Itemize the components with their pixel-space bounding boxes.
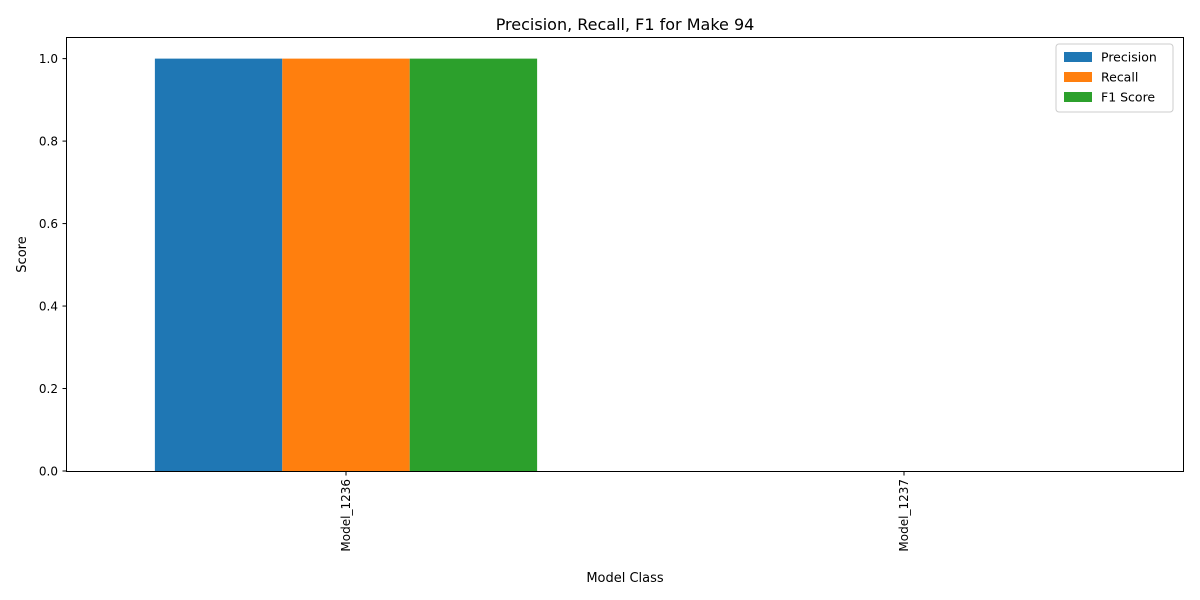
bar-recall-model_1236 [282,58,410,472]
legend-label: F1 Score [1101,90,1155,105]
bars-layer [154,58,538,472]
x-axis-label: Model Class [586,571,664,586]
legend: Precision Recall F1 Score [1055,43,1174,113]
y-axis-label: Score [15,236,30,272]
y-tick-label: 0.8 [39,135,58,149]
legend-label: Precision [1101,50,1157,65]
plot-frame [66,37,1184,472]
y-tick-label: 0.6 [39,217,58,231]
legend-swatch [1064,92,1092,102]
y-axis: 0.0 0.2 0.4 0.6 0.8 1.0 [39,52,67,479]
y-tick-label: 1.0 [39,52,58,66]
legend-swatch [1064,72,1092,82]
x-axis: Model_1236 Model_1237 [339,471,911,552]
x-tick-label: Model_1237 [897,479,911,552]
x-tick-label: Model_1236 [339,479,353,552]
y-tick-label: 0.2 [39,382,58,396]
bar-precision-model_1236 [154,58,283,472]
y-tick-label: 0.4 [39,300,58,314]
bar-f1-score-model_1236 [409,58,538,472]
chart-title: Precision, Recall, F1 for Make 94 [496,15,755,34]
legend-swatch [1064,52,1092,62]
legend-label: Recall [1101,70,1138,85]
y-tick-label: 0.0 [39,465,58,479]
